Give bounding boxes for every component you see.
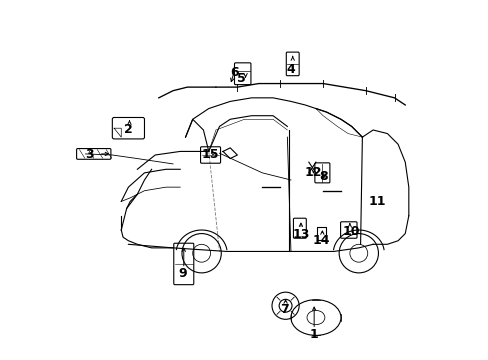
Text: 6: 6 (230, 66, 238, 79)
Text: 1: 1 (309, 328, 318, 341)
Text: 10: 10 (342, 225, 359, 238)
Text: 13: 13 (292, 228, 309, 241)
Text: 11: 11 (368, 195, 386, 208)
Text: 5: 5 (236, 72, 245, 85)
Text: 14: 14 (312, 234, 330, 247)
Text: 8: 8 (318, 170, 327, 183)
Text: 12: 12 (304, 166, 322, 179)
Text: 3: 3 (84, 148, 93, 162)
Text: 4: 4 (286, 63, 295, 76)
Text: 7: 7 (280, 303, 288, 316)
Text: 15: 15 (202, 148, 219, 162)
Text: 9: 9 (179, 267, 187, 280)
Text: 2: 2 (124, 123, 133, 136)
